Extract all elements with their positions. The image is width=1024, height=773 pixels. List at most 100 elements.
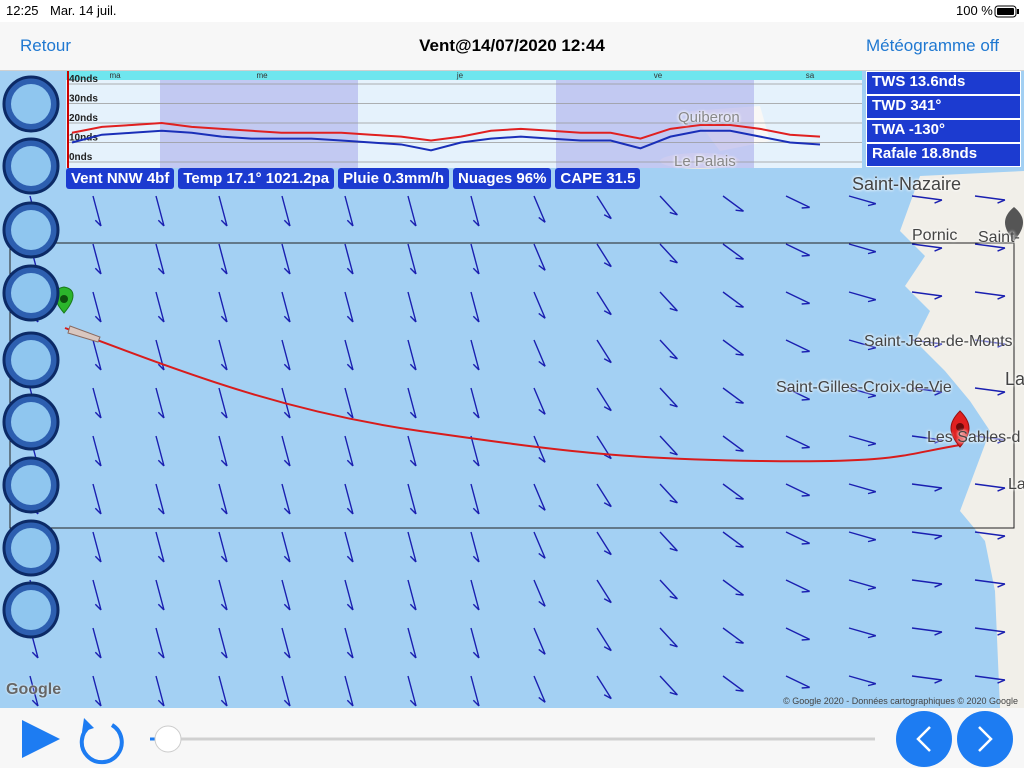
wind-arrow [470,627,480,659]
wind-arrow [533,483,546,511]
wind-arrow [344,627,354,659]
wind-arrow [911,483,943,492]
status-bar: 12:25 Mar. 14 juil. 100 % [0,0,1024,22]
replay-button[interactable] [79,723,124,765]
playback-controls [22,711,1013,767]
meteogram: ma me je ve sa 0nds 10nds 20nds 30nds 40nds [66,71,862,168]
y-tick-label: 40nds [69,74,98,85]
wind-arrow [659,531,678,552]
layer-button-face [11,590,51,630]
wind-arrow [974,243,1006,252]
wind-arrow [470,579,480,611]
wind-arrow [911,387,943,396]
wind-arrow [155,243,165,275]
wind-arrow [92,339,102,371]
wind-arrow [92,435,102,467]
day-label: sa [806,71,815,80]
wind-arrow [470,243,480,275]
wind-arrow [848,195,877,207]
day-strip [66,71,862,80]
wind-arrow [785,387,811,401]
wind-arrow [974,291,1006,300]
day-label: ma [109,71,121,80]
battery-icon [994,5,1019,18]
wind-arrow [974,339,1006,348]
poi-marker[interactable] [1005,207,1023,241]
wind-arrow [533,435,546,463]
wind-arrow [281,243,291,275]
map-label: Quiberon [678,109,740,126]
wind-arrow [596,531,612,556]
nav-bar: Vent@14/07/2020 12:44 Retour Météogramme… [0,22,1024,71]
layer-button-face [11,465,51,505]
wind-arrow [785,579,811,593]
next-button[interactable] [957,711,1013,767]
wind-arrow [848,579,877,591]
readout-row: TWS 13.6nds [866,71,1021,95]
wind-arrow [218,483,228,515]
wind-arrow [155,531,165,563]
wind-arrow [281,579,291,611]
layer-button-face [11,146,51,186]
wind-arrow [785,291,811,305]
routing-zone [9,242,1015,529]
y-tick-label: 0nds [69,152,93,163]
wind-arrow [281,435,291,467]
info-chip: Nuages 96% [453,168,552,189]
wind-arrow [407,483,417,515]
wind-arrow [281,675,291,707]
wind-arrow [722,387,744,404]
info-chip: Pluie 0.3mm/h [338,168,450,189]
wind-arrow [785,339,811,353]
wind-arrow [218,531,228,563]
wind-arrow [848,627,877,639]
play-button[interactable] [22,720,60,758]
wind-arrow [596,291,612,316]
wind-arrow [911,195,943,204]
wind-arrow [722,243,744,260]
wind-arrow [218,579,228,611]
day-label: ve [654,71,663,80]
map-layer: ma me je ve sa 0nds 10nds 20nds 30nds 40nds [2,71,1024,708]
wind-arrow [974,195,1006,204]
time-slider-knob[interactable] [154,725,182,753]
wind-arrow [974,675,1006,684]
map: ma me je ve sa 0nds 10nds 20nds 30nds 40nds Vent … [0,71,1024,708]
layer-button-face [11,210,51,250]
back-button[interactable]: Retour [20,36,72,55]
wind-arrow [533,195,546,223]
wind-arrow [92,291,102,323]
map-label: Pornic [912,227,958,244]
wind-arrow [344,531,354,563]
info-chip: Vent NNW 4bf [66,168,175,189]
wind-arrow [722,291,744,308]
wind-arrow [92,627,102,659]
wind-arrow [344,195,354,227]
wind-arrow [659,627,678,648]
wind-arrow [155,291,165,323]
y-tick-label: 30nds [69,94,98,105]
wind-arrow [281,531,291,563]
layer-button-face [11,528,51,568]
wind-arrow [848,531,877,543]
wind-arrow [344,435,354,467]
land [900,171,1024,708]
wind-arrow [407,435,417,467]
wind-arrow [155,675,165,707]
wind-arrow [659,243,678,264]
wind-arrow [218,627,228,659]
wind-arrow [659,339,678,360]
previous-button[interactable] [896,711,952,767]
boat [67,325,101,343]
layer-button-face [11,84,51,124]
meteogram-toggle[interactable]: Météogramme off [866,36,999,55]
wind-line [71,121,821,142]
wind-arrow [407,195,417,227]
wind-arrow [974,531,1006,540]
wind-arrow [533,243,546,271]
wind-arrow [407,243,417,275]
wind-arrow [470,531,480,563]
layer-buttons [2,75,60,639]
wind-arrow [659,435,678,456]
